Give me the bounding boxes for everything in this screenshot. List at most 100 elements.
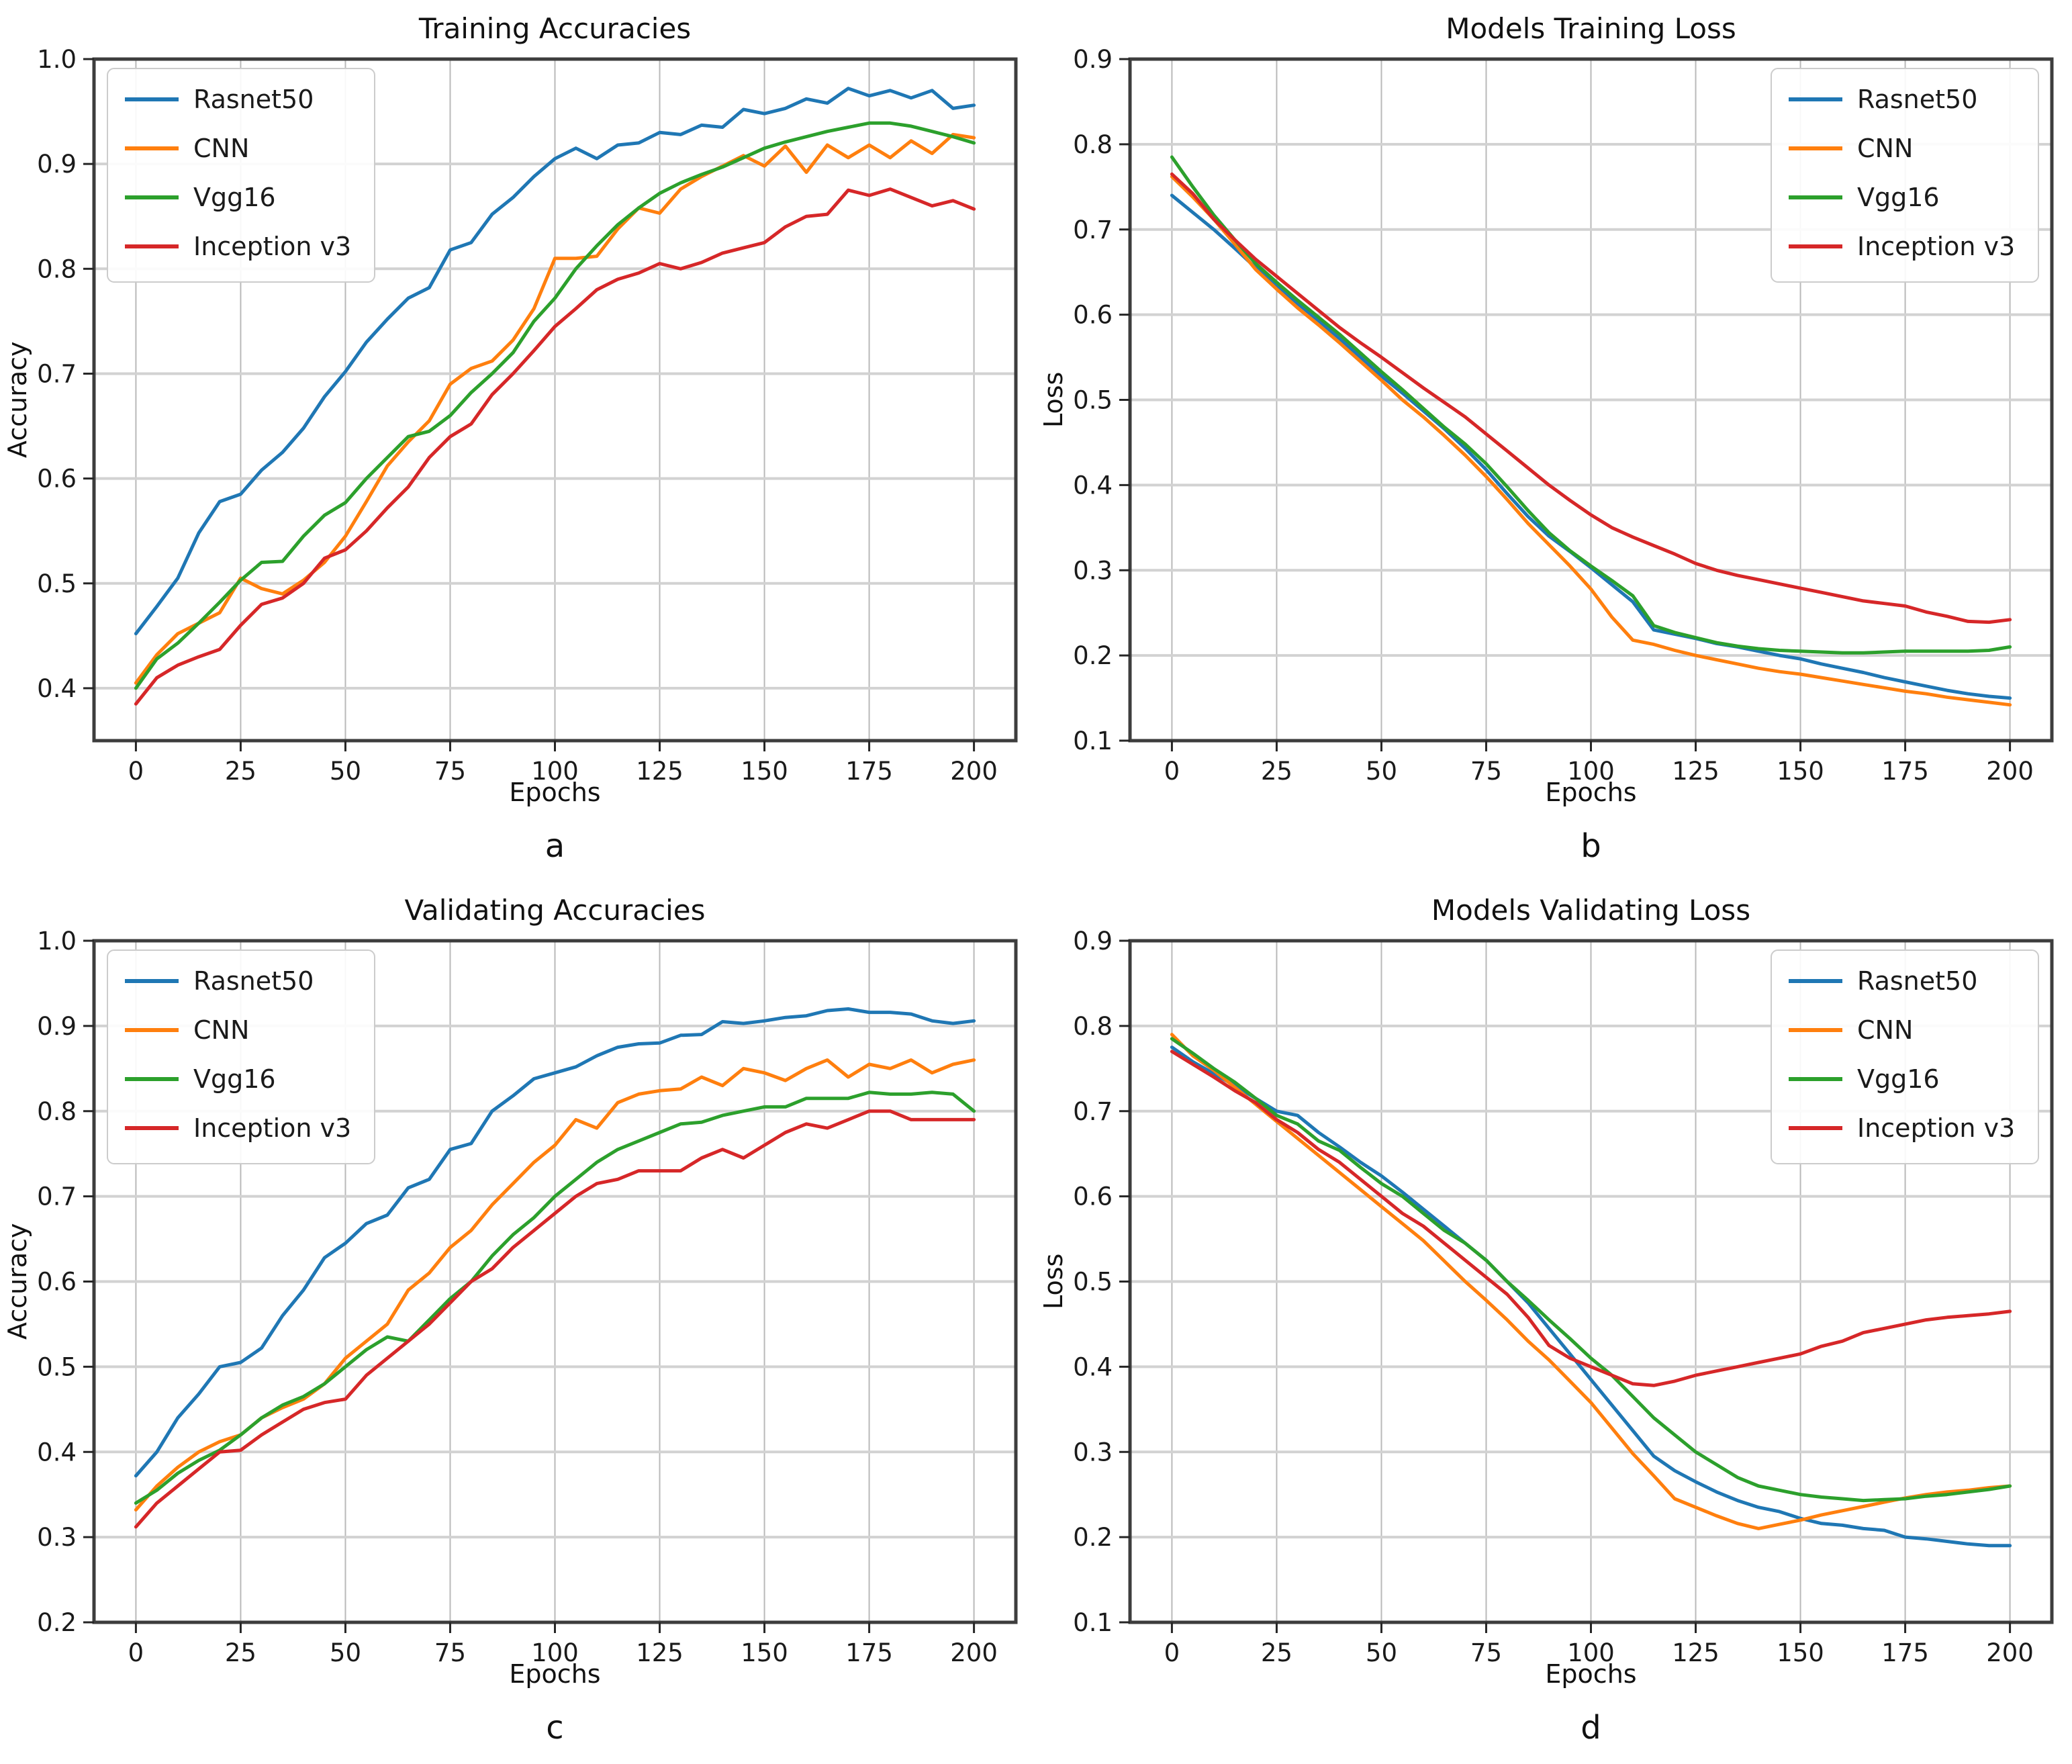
panel-d: Models Validating Loss Loss 0 25 50 75 100 12… <box>1036 882 2072 1763</box>
x-tick-label: 175 <box>1881 757 1929 786</box>
legend-label-cnn: CNN <box>193 1015 249 1045</box>
y-tick-label: 0.4 <box>37 674 77 703</box>
y-tick-label: 0.5 <box>1073 386 1113 415</box>
legend-box <box>1771 68 2039 283</box>
x-tick-label: 175 <box>1881 1638 1929 1667</box>
chart-title-d: Models Validating Loss <box>1431 894 1751 927</box>
series-line-inception-v3 <box>1170 1050 2012 1387</box>
x-tick-label: 0 <box>128 757 144 786</box>
y-tick-label: 0.9 <box>37 1012 77 1041</box>
legend-label-inception-v3: Inception v3 <box>1857 232 2015 261</box>
legend-label-rasnet50: Rasnet50 <box>1857 85 1977 114</box>
series-line-cnn <box>1170 1033 2012 1530</box>
legend-box <box>1771 949 2039 1164</box>
y-tick-label: 0.6 <box>37 465 77 494</box>
legend-label-cnn: CNN <box>1857 1015 1913 1045</box>
y-tick-label: 0.4 <box>1073 471 1113 500</box>
x-tick-label: 100 <box>531 757 579 786</box>
y-tick-label: 0.7 <box>37 1182 77 1211</box>
legend-label-vgg16: Vgg16 <box>193 183 276 212</box>
legend-label-rasnet50: Rasnet50 <box>1857 966 1977 996</box>
x-tick-label: 175 <box>845 757 893 786</box>
y-tick-label: 0.3 <box>1073 1438 1113 1467</box>
x-tick-label: 175 <box>845 1638 893 1667</box>
legend-label-inception-v3: Inception v3 <box>193 1113 351 1143</box>
y-tick-label: 0.2 <box>1073 641 1113 670</box>
x-axis-label-d: Epochs <box>1545 1659 1637 1689</box>
series-group <box>1170 155 2012 707</box>
x-tick-label: 25 <box>225 1638 256 1667</box>
series-group <box>134 1007 976 1529</box>
y-tick-label: 0.8 <box>1073 130 1113 159</box>
x-tick-label: 25 <box>1261 757 1292 786</box>
x-tick-label: 0 <box>128 1638 144 1667</box>
panel-letter-a: a <box>545 827 565 865</box>
x-tick-label: 150 <box>741 757 788 786</box>
series-line-rasnet50 <box>134 87 976 636</box>
chart-title-c: Validating Accuracies <box>404 894 706 927</box>
panel-letter-d: d <box>1581 1709 1601 1747</box>
y-tick-label: 0.7 <box>1073 1097 1113 1126</box>
x-tick-label: 75 <box>434 757 466 786</box>
x-tick-label: 150 <box>741 1638 788 1667</box>
x-tick-label: 75 <box>434 1638 466 1667</box>
panel-a: Training Accuracies Accuracy 0 25 50 75 100 1… <box>0 0 1036 882</box>
y-tick-label: 0.9 <box>1073 927 1113 956</box>
x-tick-label: 25 <box>225 757 256 786</box>
y-tick-label: 0.6 <box>1073 301 1113 330</box>
x-tick-label: 50 <box>330 1638 361 1667</box>
y-tick-label: 0.2 <box>1073 1523 1113 1552</box>
x-axis-label-a: Epochs <box>509 778 601 807</box>
series-group <box>1170 1033 2012 1548</box>
legend-label-cnn: CNN <box>193 134 249 163</box>
y-tick-label: 0.3 <box>1073 556 1113 585</box>
x-tick-label: 200 <box>1986 757 2034 786</box>
x-tick-label: 75 <box>1470 757 1502 786</box>
x-tick-label: 50 <box>1366 1638 1397 1667</box>
series-line-inception-v3 <box>134 1109 976 1529</box>
x-tick-label: 50 <box>330 757 361 786</box>
y-tick-label: 0.5 <box>37 1352 77 1381</box>
legend-label-vgg16: Vgg16 <box>1857 183 1940 212</box>
x-tick-label: 0 <box>1164 1638 1180 1667</box>
plot-area-a: 0 25 50 75 100 125 150 175 200 0.4 0.5 0.6 0.7 0.8 0.9… <box>37 45 1018 786</box>
legend-label-cnn: CNN <box>1857 134 1913 163</box>
y-tick-label: 0.3 <box>37 1523 77 1552</box>
x-tick-label: 125 <box>1672 1638 1720 1667</box>
series-line-inception-v3 <box>1170 172 2012 624</box>
legend-box <box>107 949 375 1164</box>
legend-box <box>107 68 375 283</box>
x-tick-label: 150 <box>1777 757 1824 786</box>
series-line-inception-v3 <box>134 187 976 706</box>
x-tick-label: 150 <box>1777 1638 1824 1667</box>
y-tick-label: 0.7 <box>37 359 77 388</box>
x-tick-label: 200 <box>1986 1638 2034 1667</box>
x-tick-label: 25 <box>1261 1638 1292 1667</box>
series-line-vgg16 <box>1170 1037 2012 1503</box>
y-tick-label: 0.4 <box>37 1438 77 1467</box>
series-line-cnn <box>1170 175 2012 707</box>
series-group <box>134 87 976 706</box>
x-tick-label: 50 <box>1366 757 1397 786</box>
y-tick-label: 0.1 <box>1073 1608 1113 1637</box>
x-axis-label-c: Epochs <box>509 1659 601 1689</box>
y-tick-label: 0.8 <box>37 1097 77 1126</box>
legend-label-vgg16: Vgg16 <box>193 1064 276 1094</box>
legend-label-inception-v3: Inception v3 <box>193 232 351 261</box>
x-axis-label-b: Epochs <box>1545 778 1637 807</box>
panel-b: Models Training Loss Loss 0 25 50 75 100 125 1… <box>1036 0 2072 882</box>
x-tick-label: 125 <box>636 757 684 786</box>
y-tick-label: 1.0 <box>37 45 77 74</box>
series-line-vgg16 <box>134 1090 976 1505</box>
plot-area-c: 0 25 50 75 100 125 150 175 200 0.2 0.3 0.4 0.5 0.6 0.7… <box>37 927 1018 1667</box>
legend-label-vgg16: Vgg16 <box>1857 1064 1940 1094</box>
series-line-vgg16 <box>134 121 976 690</box>
x-tick-label: 75 <box>1470 1638 1502 1667</box>
series-line-cnn <box>134 132 976 685</box>
y-tick-label: 0.9 <box>1073 45 1113 74</box>
x-tick-label: 200 <box>950 757 998 786</box>
y-tick-label: 0.9 <box>37 150 77 179</box>
x-tick-label: 100 <box>1567 757 1615 786</box>
y-tick-label: 0.4 <box>1073 1352 1113 1381</box>
